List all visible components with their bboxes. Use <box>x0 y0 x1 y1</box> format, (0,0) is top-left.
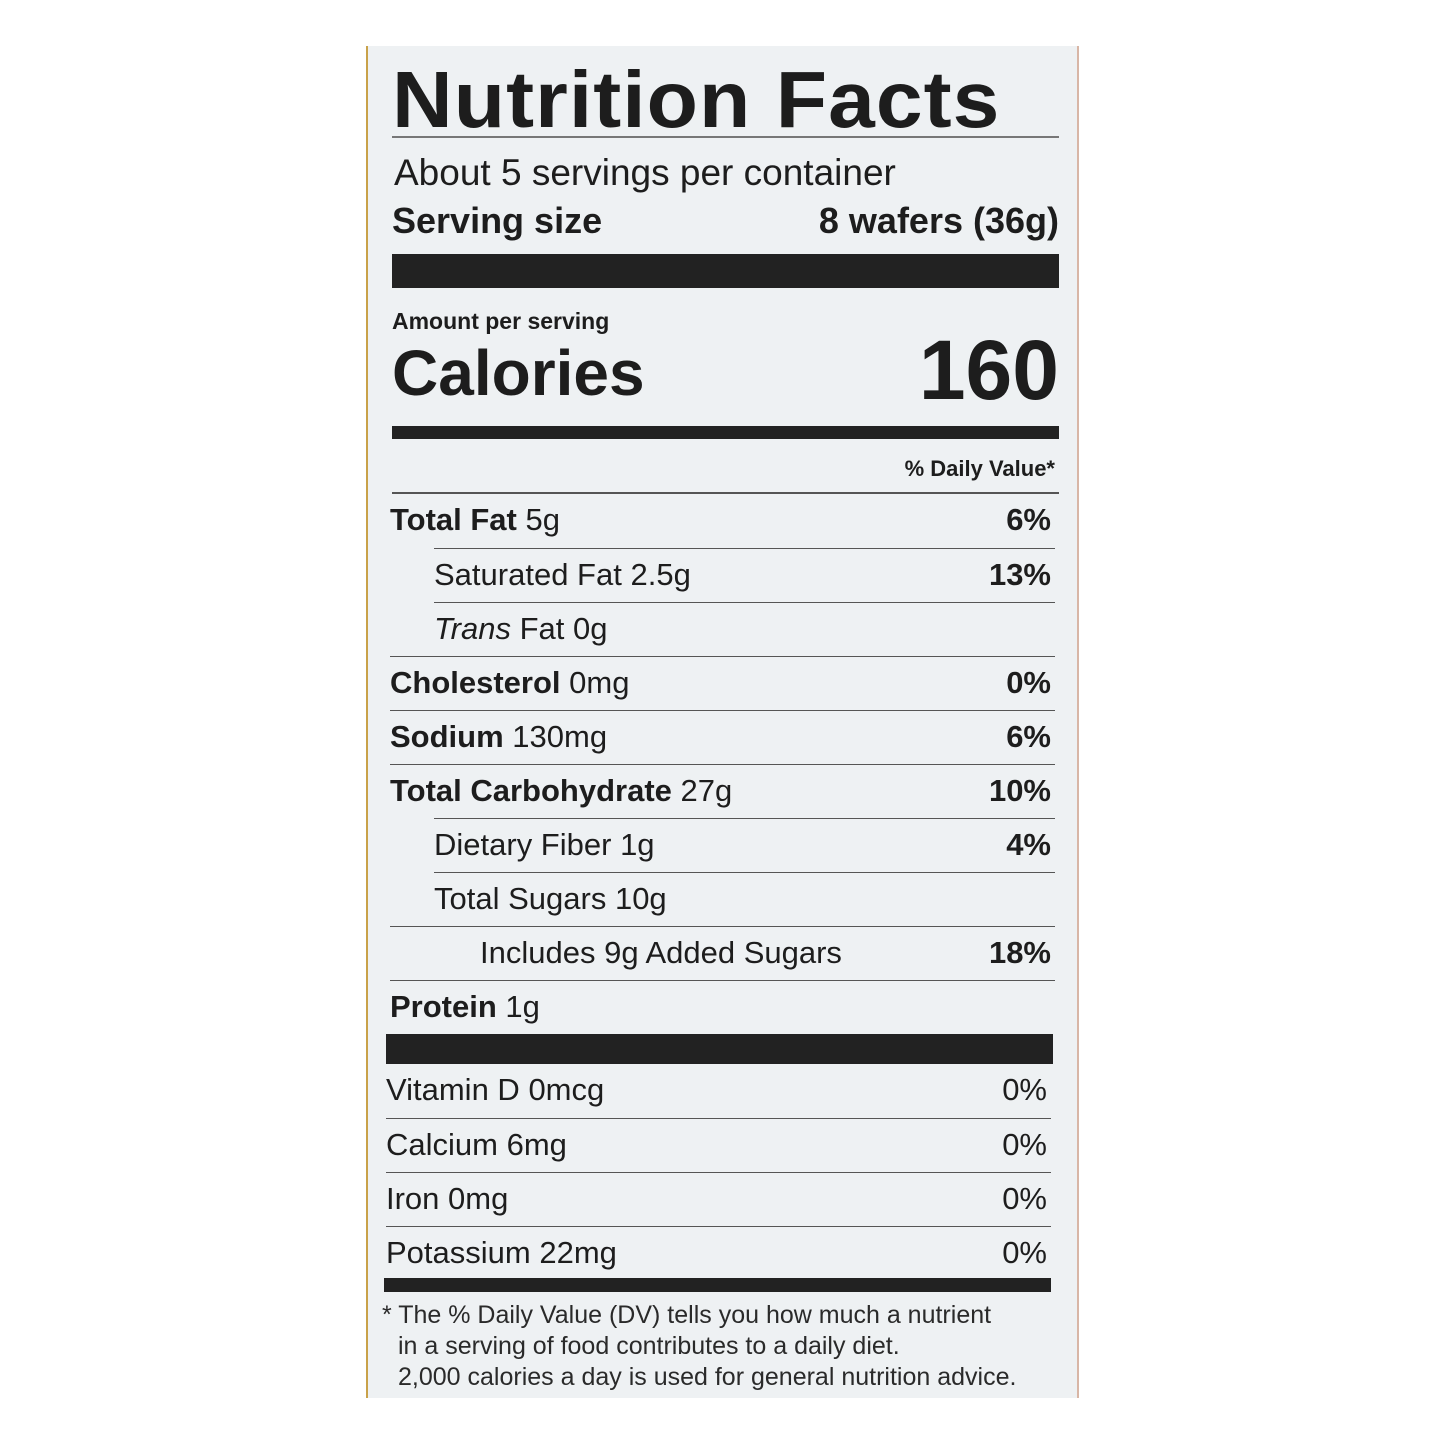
vitamin-label: Iron <box>386 1181 440 1216</box>
vitamin-label: Calcium <box>386 1127 498 1162</box>
vitamin-name: Iron 0mg <box>386 1181 508 1217</box>
footnote-line: 2,000 calories a day is used for general… <box>398 1363 1017 1391</box>
vitamin-amount: 6mg <box>506 1127 567 1162</box>
nutrient-name: Saturated Fat 2.5g <box>434 557 691 593</box>
nutrient-daily-value: 10% <box>988 773 1051 808</box>
nutrient-row: Trans Fat 0g <box>434 602 1055 657</box>
vitamin-label: Vitamin D <box>386 1072 520 1107</box>
nutrient-label: Includes 9g Added Sugars <box>480 935 842 970</box>
nutrient-name: Total Carbohydrate 27g <box>390 773 732 809</box>
vitamin-row: Potassium 22mg 0% <box>386 1226 1051 1281</box>
vitamin-daily-value: 0% <box>1002 1072 1047 1107</box>
nutrient-daily-value: 13% <box>988 557 1051 592</box>
nutrient-name: Total Sugars 10g <box>434 881 667 917</box>
amount-per-serving: Amount per serving <box>392 308 610 334</box>
nutrient-amount: 5g <box>525 502 560 537</box>
nutrient-name: Includes 9g Added Sugars <box>480 935 842 971</box>
nutrient-label: Saturated Fat <box>434 557 622 592</box>
medium-divider <box>392 426 1059 439</box>
nutrient-daily-value: 4% <box>1006 827 1051 862</box>
nutrient-name: Cholesterol 0mg <box>390 665 629 701</box>
medium-divider <box>384 1278 1051 1292</box>
divider <box>392 136 1059 138</box>
nutrient-label: Trans <box>434 611 511 646</box>
divider <box>392 492 1059 494</box>
nutrient-name: Sodium 130mg <box>390 719 607 755</box>
vitamin-daily-value: 0% <box>1002 1235 1047 1270</box>
nutrient-label: Total Sugars <box>434 881 607 916</box>
footnote-line: * The % Daily Value (DV) tells you how m… <box>382 1301 992 1329</box>
nutrient-row: Includes 9g Added Sugars 18% <box>390 926 1055 981</box>
nutrition-facts-label: Nutrition Facts About 5 servings per con… <box>366 46 1079 1398</box>
servings-per-container: About 5 servings per container <box>394 152 896 193</box>
serving-size-label: Serving size <box>392 200 603 241</box>
nutrient-label: Total Carbohydrate <box>390 773 672 808</box>
vitamin-label: Potassium <box>386 1235 531 1270</box>
footnote-line: in a serving of food contributes to a da… <box>398 1332 900 1360</box>
nutrient-row: Total Carbohydrate 27g 10% <box>390 764 1055 819</box>
nutrient-daily-value: 0% <box>1006 665 1051 700</box>
nutrient-daily-value: 6% <box>1006 719 1051 754</box>
nutrient-row: Protein 1g <box>390 980 1055 1035</box>
nutrient-label: Cholesterol <box>390 665 561 700</box>
nutrient-name: Dietary Fiber 1g <box>434 827 655 863</box>
vitamin-name: Potassium 22mg <box>386 1235 617 1271</box>
vitamin-row: Vitamin D 0mcg 0% <box>386 1064 1051 1118</box>
vitamin-daily-value: 0% <box>1002 1181 1047 1216</box>
nutrient-name: Trans Fat 0g <box>434 611 607 647</box>
thick-divider <box>392 254 1059 288</box>
nutrient-row: Dietary Fiber 1g 4% <box>434 818 1055 873</box>
footnote: * The % Daily Value (DV) tells you how m… <box>382 1300 1016 1393</box>
nutrient-label: Dietary Fiber <box>434 827 612 862</box>
nutrient-label: Protein <box>390 989 497 1024</box>
nutrient-amount: 2.5g <box>630 557 691 592</box>
nutrient-amount: 0g <box>573 611 608 646</box>
daily-value-header: % Daily Value* <box>904 456 1055 481</box>
nutrient-daily-value: 6% <box>1006 502 1051 537</box>
vitamin-amount: 22mg <box>539 1235 617 1270</box>
thick-divider <box>386 1034 1053 1064</box>
nutrient-name: Protein 1g <box>390 989 540 1025</box>
nutrient-label-suffix: Fat <box>519 611 565 646</box>
calories-value: 160 <box>918 323 1059 417</box>
nutrient-row: Cholesterol 0mg 0% <box>390 656 1055 711</box>
vitamin-amount: 0mg <box>448 1181 509 1216</box>
nutrient-amount: 1g <box>620 827 655 862</box>
nutrient-label: Total Fat <box>390 502 517 537</box>
serving-size-value: 8 wafers (36g) <box>818 200 1059 241</box>
nutrient-row: Total Sugars 10g <box>434 872 1055 927</box>
vitamin-row: Iron 0mg 0% <box>386 1172 1051 1227</box>
nutrient-amount: 10g <box>614 881 667 916</box>
nutrient-amount: 27g <box>680 773 733 808</box>
nutrient-name: Total Fat 5g <box>390 502 560 538</box>
nutrient-amount: 1g <box>505 989 540 1024</box>
nutrient-row: Saturated Fat 2.5g 13% <box>434 548 1055 603</box>
nutrient-amount: 0mg <box>569 665 630 700</box>
vitamin-name: Vitamin D 0mcg <box>386 1072 604 1108</box>
nutrient-row: Total Fat 5g 6% <box>390 494 1055 548</box>
nutrient-amount: 130mg <box>512 719 608 754</box>
vitamin-name: Calcium 6mg <box>386 1127 567 1163</box>
nutrient-row: Sodium 130mg 6% <box>390 710 1055 765</box>
nutrient-daily-value: 18% <box>988 935 1051 970</box>
vitamin-row: Calcium 6mg 0% <box>386 1118 1051 1173</box>
calories-label: Calories <box>392 337 645 409</box>
vitamin-amount: 0mcg <box>528 1072 605 1107</box>
nutrient-label: Sodium <box>390 719 504 754</box>
vitamin-daily-value: 0% <box>1002 1127 1047 1162</box>
label-title: Nutrition Facts <box>392 55 1001 144</box>
